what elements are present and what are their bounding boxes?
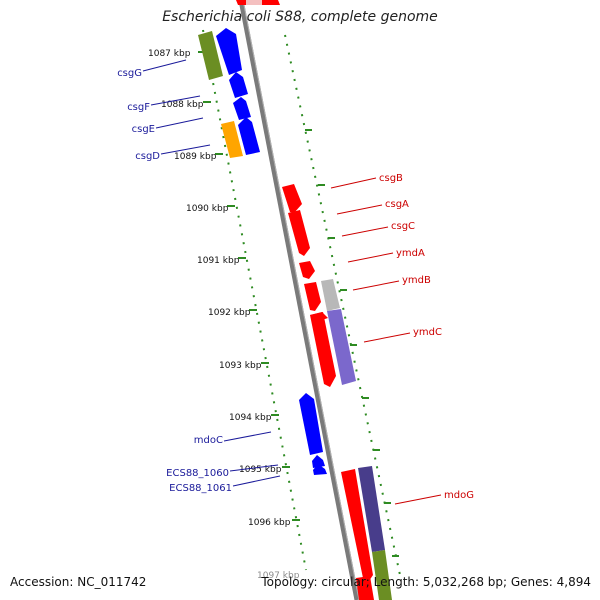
gene-label-csgB: csgB bbox=[379, 173, 403, 184]
tick-label: 1089 kbp bbox=[174, 152, 217, 162]
gene-csgB bbox=[282, 184, 302, 213]
forward-strand-features bbox=[282, 184, 392, 600]
cog-box-csgG bbox=[198, 31, 223, 80]
gene-label-csgD: csgD bbox=[135, 151, 160, 162]
gene-label-csgF: csgF bbox=[127, 102, 150, 113]
cog-box-ymdC bbox=[327, 309, 356, 385]
gene-csgG bbox=[216, 28, 242, 75]
right-scale-line bbox=[284, 34, 401, 576]
tick-label: 1090 kbp bbox=[186, 204, 229, 214]
gene-csgD bbox=[238, 117, 260, 155]
tick-label: 1097 kbp bbox=[257, 571, 300, 581]
reverse-strand-features bbox=[198, 28, 327, 475]
gene-mdoG bbox=[341, 469, 373, 581]
kbp-ticks bbox=[198, 51, 399, 557]
gene-ECS88-1061 bbox=[313, 464, 327, 475]
gene-csgF bbox=[229, 72, 248, 98]
gene-ymdC bbox=[310, 312, 336, 387]
cog-box-mdoG bbox=[358, 466, 385, 552]
gene-mdoC bbox=[299, 393, 323, 455]
gene-label-csgE: csgE bbox=[132, 124, 155, 135]
accession-label: Accession: NC_011742 bbox=[10, 575, 147, 589]
tick-label: 1093 kbp bbox=[219, 361, 262, 371]
cog-box-csgD bbox=[221, 121, 243, 158]
tick-label: 1092 kbp bbox=[208, 308, 251, 318]
gene-label-csgA: csgA bbox=[385, 199, 409, 210]
gene-label-csgG: csgG bbox=[117, 68, 142, 79]
gene-label-ECS88-1060: ECS88_1060 bbox=[166, 468, 229, 479]
gene-label-ymdB: ymdB bbox=[402, 275, 431, 286]
cog-box-ymdB bbox=[321, 279, 340, 311]
tick-label: 1096 kbp bbox=[248, 518, 291, 528]
left-gene-labels: csgG csgF csgE csgD mdoC ECS88_1060 ECS8… bbox=[117, 59, 281, 494]
topology-label: Topology: circular; Length: 5,032,268 bp… bbox=[261, 575, 591, 589]
gene-feature bbox=[356, 576, 374, 600]
gene-csgC bbox=[299, 261, 315, 279]
genome-title: Escherichia coli S88, complete genome bbox=[162, 9, 438, 25]
tick-label: 1091 kbp bbox=[197, 256, 240, 266]
gene-csgA bbox=[288, 210, 310, 256]
gene-label-mdoG: mdoG bbox=[444, 490, 474, 501]
gene-label-csgC: csgC bbox=[391, 221, 415, 232]
gene-label-ECS88-1061: ECS88_1061 bbox=[169, 483, 232, 494]
gene-label-mdoC: mdoC bbox=[194, 435, 223, 446]
tick-label: 1087 kbp bbox=[148, 49, 191, 59]
left-scale-line bbox=[202, 29, 307, 571]
genome-backbone bbox=[238, 0, 360, 600]
gene-ymdA bbox=[304, 282, 321, 311]
gene-csgE bbox=[233, 97, 251, 120]
tick-label: 1095 kbp bbox=[239, 465, 282, 475]
tick-label: 1088 kbp bbox=[161, 100, 204, 110]
gene-label-ymdA: ymdA bbox=[396, 248, 425, 259]
cog-box-partial bbox=[372, 550, 392, 600]
gene-ECS88-1060 bbox=[312, 455, 325, 468]
tick-label: 1094 kbp bbox=[229, 413, 272, 423]
right-gene-labels: csgB csgA csgC ymdA ymdB ymdC mdoG bbox=[330, 173, 474, 505]
gene-label-ymdC: ymdC bbox=[413, 327, 442, 338]
